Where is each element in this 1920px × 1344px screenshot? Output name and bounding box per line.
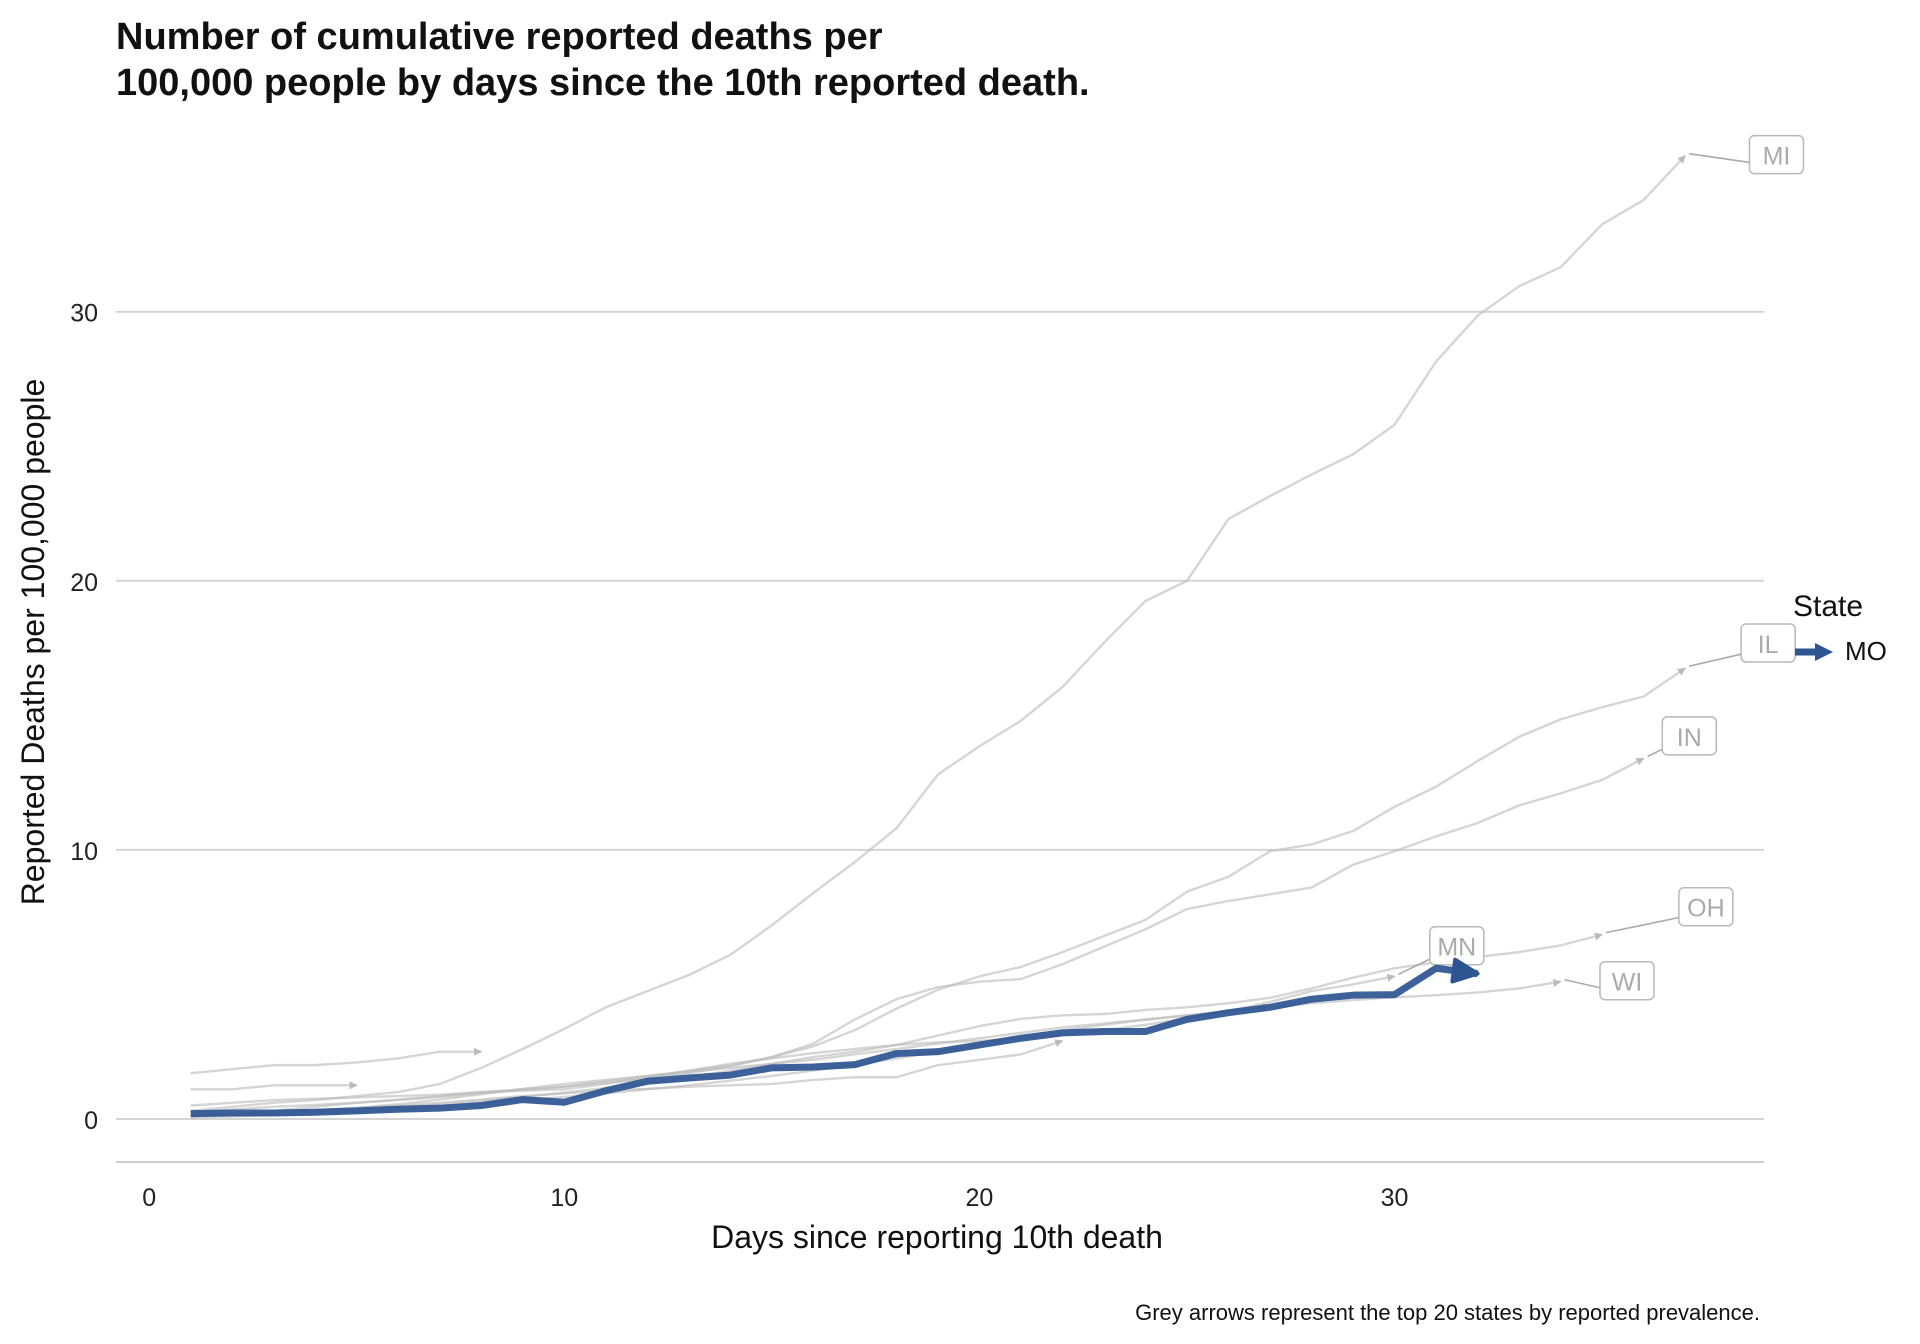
series-label-box (1740, 623, 1796, 663)
axis-ticks: 0 10 20 30 0 10 20 30 (70, 300, 1408, 1212)
x-axis-title: Days since reporting 10th death (711, 1219, 1163, 1255)
series-label-box (1599, 960, 1655, 1001)
chart-caption: Grey arrows represent the top 20 states … (1135, 1300, 1760, 1325)
series-line-mi (190, 154, 1687, 1113)
series-line-oh (190, 932, 1603, 1118)
series-label-box (1661, 716, 1718, 756)
x-tick-label: 20 (966, 1184, 994, 1212)
series-label-text: IN (1677, 724, 1702, 752)
series-labels: MI IL IN OH MN WI (1398, 134, 1805, 1001)
y-tick-label: 30 (70, 300, 98, 328)
y-tick-label: 20 (70, 569, 98, 597)
series-label-text: WI (1612, 969, 1643, 997)
series-label-text: IL (1758, 631, 1779, 659)
series-label-in: IN (1661, 716, 1718, 756)
series-label-il: IL (1740, 623, 1796, 663)
series-label-text: MI (1763, 143, 1791, 171)
series-line-wi (190, 978, 1562, 1118)
legend-item-mo: MO (1793, 636, 1887, 667)
x-tick-label: 10 (550, 1184, 578, 1212)
legend-title: State (1793, 590, 1864, 623)
highlight-series (190, 957, 1480, 1118)
legend-arrow-icon (1795, 642, 1833, 661)
series-label-text: OH (1687, 895, 1725, 923)
y-tick-label: 10 (70, 838, 98, 866)
series-line-unlabeled-1 (190, 1047, 483, 1075)
gridlines (116, 310, 1764, 1120)
series-label-connector (1688, 651, 1751, 668)
background-series (190, 154, 1687, 1119)
x-tick-label: 0 (142, 1184, 156, 1212)
chart-title-line-2: 100,000 people by days since the 10th re… (116, 62, 1090, 104)
series-line-mn (190, 973, 1396, 1107)
series-line-in (190, 757, 1645, 1114)
series-line-unlabeled-2 (190, 1081, 358, 1091)
series-label-connector (1605, 914, 1689, 934)
legend: State MO (1793, 590, 1887, 667)
series-label-connector (1689, 152, 1759, 165)
series-label-oh: OH (1678, 886, 1734, 927)
series-label-box (1748, 134, 1805, 175)
y-axis-title: Reported Deaths per 100,000 people (15, 379, 51, 906)
legend-label: MO (1845, 636, 1887, 666)
chart-title: Number of cumulative reported deaths per… (116, 14, 1090, 106)
y-tick-label: 0 (84, 1107, 98, 1135)
series-arrowhead-mo (1450, 957, 1480, 984)
chart-title-line-1: Number of cumulative reported deaths per (116, 16, 883, 58)
series-label-mi: MI (1748, 134, 1805, 175)
series-line-mo (190, 964, 1479, 1118)
series-label-wi: WI (1599, 960, 1655, 1001)
x-tick-label: 30 (1381, 1184, 1409, 1212)
series-label-box (1678, 886, 1734, 927)
series-line-il (190, 667, 1686, 1118)
series-label-text: MN (1437, 934, 1476, 962)
